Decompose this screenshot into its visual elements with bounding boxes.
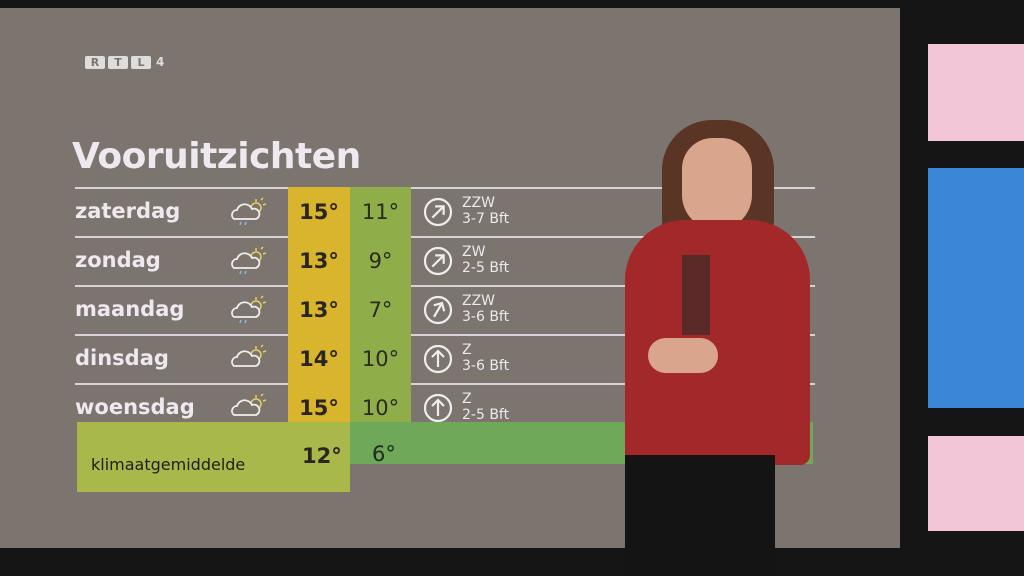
wind-arrow-icon bbox=[423, 197, 453, 227]
max-temp: 15° bbox=[288, 187, 350, 237]
min-temp: 10° bbox=[350, 334, 411, 384]
studio-panel-blue bbox=[928, 168, 1024, 408]
studio-panel-pink bbox=[928, 436, 1024, 531]
wind-direction: ZZW bbox=[462, 195, 496, 211]
cloud-sun-rain-icon bbox=[228, 197, 268, 227]
max-temp: 13° bbox=[288, 236, 350, 286]
wind-info: Z 2-5 Bft bbox=[462, 391, 509, 423]
min-temp: 11° bbox=[350, 187, 411, 237]
wind-force: 3-6 Bft bbox=[462, 358, 510, 374]
wind-info: Z 3-6 Bft bbox=[462, 342, 509, 374]
forecast-row: dinsdag 14° 10° Z 3-6 Bft bbox=[75, 334, 815, 384]
day-label: maandag bbox=[75, 297, 185, 321]
day-label: zaterdag bbox=[75, 199, 181, 223]
climate-label: klimaatgemiddelde bbox=[91, 455, 246, 474]
wind-info: ZW 2-5 Bft bbox=[462, 244, 509, 276]
max-temp: 14° bbox=[288, 334, 350, 384]
min-temp: 7° bbox=[350, 285, 411, 335]
cloud-sun-icon bbox=[228, 344, 268, 374]
presenter bbox=[620, 120, 820, 576]
day-label: dinsdag bbox=[75, 346, 169, 370]
cloud-sun-rain-icon bbox=[228, 246, 268, 276]
wind-direction: ZW bbox=[462, 244, 486, 260]
rtl4-logo: R T L 4 bbox=[85, 55, 164, 69]
cloud-sun-icon bbox=[228, 393, 268, 423]
logo-number: 4 bbox=[156, 55, 165, 69]
page-title: Vooruitzichten bbox=[72, 136, 361, 177]
climate-min: 6° bbox=[372, 442, 396, 466]
wind-direction: Z bbox=[462, 342, 472, 358]
wind-direction: ZZW bbox=[462, 293, 496, 309]
wind-info: ZZW 3-6 Bft bbox=[462, 293, 509, 325]
min-temp: 9° bbox=[350, 236, 411, 286]
day-label: zondag bbox=[75, 248, 161, 272]
wind-arrow-icon bbox=[423, 246, 453, 276]
wind-info: ZZW 3-7 Bft bbox=[462, 195, 509, 227]
wind-force: 3-7 Bft bbox=[462, 211, 510, 227]
wind-direction: Z bbox=[462, 391, 472, 407]
wind-force: 3-6 Bft bbox=[462, 309, 510, 325]
cloud-sun-rain-icon bbox=[228, 295, 268, 325]
forecast-row: maandag 13° 7° ZZW 3-6 Bft bbox=[75, 285, 815, 335]
forecast-row: zaterdag 15° 11° ZZW 3-7 Bft bbox=[75, 187, 815, 237]
wind-force: 2-5 Bft bbox=[462, 407, 510, 423]
climate-max: 12° bbox=[302, 444, 342, 468]
forecast-row: zondag 13° 9° ZW 2-5 Bft bbox=[75, 236, 815, 286]
wind-force: 2-5 Bft bbox=[462, 260, 510, 276]
logo-letter: T bbox=[108, 55, 128, 69]
studio-panel-pink bbox=[928, 44, 1024, 141]
max-temp: 13° bbox=[288, 285, 350, 335]
wind-arrow-icon bbox=[423, 393, 453, 423]
wind-arrow-icon bbox=[423, 344, 453, 374]
wind-arrow-icon bbox=[423, 295, 453, 325]
day-label: woensdag bbox=[75, 395, 195, 419]
logo-letter: R bbox=[85, 55, 105, 69]
logo-letter: L bbox=[131, 55, 151, 69]
